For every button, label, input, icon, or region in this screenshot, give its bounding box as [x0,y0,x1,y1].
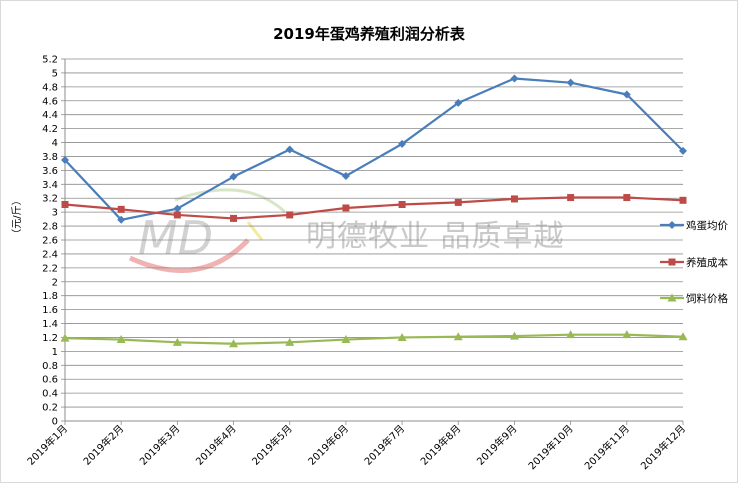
y-tick-label: 3.4 [42,180,58,191]
y-tick-label: 4.8 [42,82,58,93]
data-point [173,204,182,213]
data-point [60,333,70,342]
legend-label: 养殖成本 [686,256,728,269]
y-tick-label: 2.4 [42,249,58,260]
data-point [567,194,575,202]
watermark-logo-swoosh-yellow [246,221,264,241]
series-2 [61,194,687,222]
data-point [510,195,518,203]
legend-item: 养殖成本 [660,256,728,269]
y-tick-label: 3.2 [42,194,58,205]
legend-marker [668,221,676,229]
data-point [285,337,295,346]
y-tick-label: 2.6 [42,236,58,247]
data-point [510,74,519,83]
y-tick-label: 0.4 [42,389,58,400]
chart-title: 2019年蛋鸡养殖利润分析表 [273,25,466,43]
data-point [117,205,125,213]
y-tick-label: 4 [52,138,58,149]
data-point [230,214,238,222]
y-tick-label: 2.2 [42,263,58,274]
data-point [454,98,463,107]
y-tick-label: 4.2 [42,124,58,135]
y-tick-label: 1.4 [42,319,58,330]
y-tick-label: 4.4 [42,110,58,121]
data-point [398,139,407,148]
watermark-logo-swoosh-green [174,188,287,214]
watermark-text: 明德牧业 品质卓越 [306,219,565,254]
data-point [229,172,238,181]
y-tick-label: 0 [52,417,58,428]
series-line [64,196,684,220]
y-tick-label: 1 [52,347,58,358]
legend-marker [667,293,677,302]
y-tick-label: 1.6 [42,305,58,316]
data-point [622,330,632,339]
y-tick-label: 0.6 [42,375,58,386]
data-point [285,145,294,154]
data-point [566,330,576,339]
y-tick-label: 5 [52,68,58,79]
watermark-logo-swoosh-red [128,238,250,273]
y-tick-label: 3 [52,208,58,219]
y-tick-label: 2 [52,277,58,288]
y-tick-label: 0.8 [42,361,58,372]
axes [64,59,683,422]
data-point [453,332,463,341]
legend-item: 鸡蛋均价 [660,219,728,232]
data-point [623,194,631,202]
data-point [229,339,239,348]
y-tick-label: 1.8 [42,291,58,302]
y-tick-label: 0.2 [42,403,58,414]
data-point [117,215,126,224]
legend-label: 鸡蛋均价 [686,219,728,232]
series-1 [61,74,687,224]
data-point [398,200,406,208]
y-tick-label: 4.6 [42,96,58,107]
y-tick-label: 2.8 [42,222,58,233]
series-line [64,77,684,221]
data-point [173,211,181,219]
y-tick-label: 1.2 [42,333,58,344]
data-point [61,200,69,208]
data-point [679,146,687,155]
legend-marker [668,258,676,266]
data-point [566,78,575,87]
y-axis-ticks: 0 0.2 0.4 0.6 0.8 1 1.2 1.4 1.6 1.8 2 2.2 2.4 2.6 2.8 3… [42,55,65,428]
data-point [454,198,462,206]
data-point [622,90,631,99]
data-point [116,335,126,344]
watermark-logo: MD [138,211,213,265]
legend-label: 饲料价格 [686,292,728,305]
data-point [286,211,294,219]
data-point [61,155,69,164]
y-tick-label: 5.2 [42,55,58,66]
legend-item: 饲料价格 [660,292,728,305]
watermark: MD 明德牧业 品质卓越 [128,188,565,273]
data-point [342,204,350,212]
data-point [172,337,182,346]
series-line [64,333,684,345]
data-point [341,171,350,180]
data-point [341,335,351,344]
data-point [509,331,519,340]
data-point [679,196,687,204]
series-3 [60,330,688,348]
data-point [678,332,688,341]
data-point [397,332,407,341]
series-layer [60,74,688,348]
y-tick-label: 3.6 [42,166,58,177]
y-axis-label: （元/斤） [11,195,23,238]
y-tick-label: 3.8 [42,152,58,163]
